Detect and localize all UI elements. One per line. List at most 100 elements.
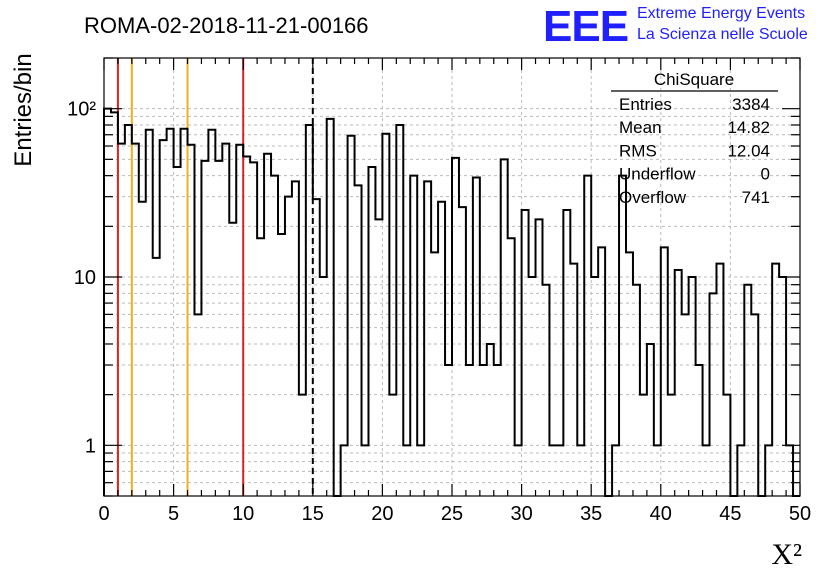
histogram-bin <box>584 176 591 496</box>
x-tick-labels: 0 5 10 15 20 25 30 35 40 45 50 <box>98 503 811 525</box>
histogram-bin <box>626 252 633 496</box>
histogram-series <box>103 107 800 497</box>
y-tick-label: 10 <box>74 267 96 289</box>
logo-line-2: La Scienza nelle Scuole <box>637 26 808 43</box>
histogram-bin <box>772 264 779 496</box>
histogram-bin <box>480 365 487 496</box>
stats-label: Overflow <box>619 188 687 207</box>
histogram-bin <box>508 238 515 496</box>
histogram-bin <box>313 199 320 496</box>
histogram-bin <box>424 181 431 496</box>
histogram-bin <box>132 144 139 496</box>
histogram-bin <box>459 207 466 496</box>
histogram-bin <box>723 395 730 496</box>
histogram-bin <box>577 445 584 496</box>
histogram-bin <box>494 365 501 496</box>
histogram-bin <box>355 185 362 496</box>
histogram-bin <box>250 162 257 496</box>
histogram-bin <box>661 247 668 496</box>
histogram-bin <box>689 277 696 496</box>
y-tick-labels: 1 10 10² <box>67 99 96 458</box>
histogram-bin <box>563 210 570 496</box>
histogram-bin <box>703 445 710 496</box>
histogram-bin <box>118 144 125 496</box>
histogram-bin <box>515 445 522 496</box>
histogram-bin <box>111 112 118 496</box>
histogram-bin <box>737 445 744 496</box>
histogram-bin <box>243 156 250 496</box>
eee-logo-mark: EEE <box>543 2 628 51</box>
histogram-bin <box>529 277 536 496</box>
x-tick-label: 10 <box>232 503 254 525</box>
histogram-bin <box>174 167 181 496</box>
histogram-bin <box>542 285 549 496</box>
y-axis-title: Entries/bin <box>10 53 37 166</box>
stats-value: 0 <box>761 165 770 184</box>
histogram-bin <box>445 365 452 496</box>
stats-value: 12.04 <box>727 141 770 160</box>
histogram-bin <box>716 264 723 496</box>
histogram-bin <box>181 129 188 496</box>
histogram-bin <box>466 365 473 496</box>
x-tick-label: 0 <box>98 503 109 525</box>
histogram-bin <box>710 293 717 496</box>
histogram-bin <box>696 365 703 496</box>
x-tick-label: 25 <box>441 503 463 525</box>
y-tick-label: 1 <box>85 435 96 457</box>
histogram-bin <box>320 277 327 496</box>
histogram-bin <box>452 158 459 496</box>
stats-value: 14.82 <box>727 118 770 137</box>
x-tick-label: 30 <box>510 503 532 525</box>
stats-value: 741 <box>742 188 770 207</box>
histogram-bin <box>348 136 355 496</box>
histogram-bin <box>640 395 647 496</box>
histogram-bin <box>431 252 438 496</box>
histogram-bin <box>403 445 410 496</box>
histogram-bin <box>188 145 195 496</box>
histogram-bin <box>654 445 661 496</box>
x-tick-label: 40 <box>650 503 672 525</box>
histogram-bin <box>382 134 389 496</box>
histogram-bin <box>139 202 146 496</box>
x-axis-title: X² <box>771 538 802 571</box>
logo-line-1: Extreme Energy Events <box>637 5 805 22</box>
x-tick-label: 45 <box>719 503 741 525</box>
histogram-bin <box>549 445 556 496</box>
histogram-bin <box>201 161 208 496</box>
histogram-bin <box>682 314 689 496</box>
histogram-bin <box>556 445 563 496</box>
histogram-bin <box>619 176 626 496</box>
chart-title: ROMA-02-2018-11-21-00166 <box>84 13 369 38</box>
histogram-bin <box>410 176 417 496</box>
x-tick-label: 50 <box>789 503 811 525</box>
stats-label: Entries <box>619 95 672 114</box>
histogram-bin <box>292 181 299 496</box>
histogram-bin <box>612 445 619 496</box>
y-tick-label: 10² <box>67 99 96 121</box>
histogram-bin <box>104 109 111 496</box>
histogram-bin <box>362 445 369 496</box>
x-tick-label: 35 <box>580 503 602 525</box>
histogram-bin <box>675 270 682 496</box>
histogram-bin <box>396 125 403 496</box>
histogram-bin <box>765 445 772 496</box>
histogram-bin <box>236 145 243 496</box>
x-tick-label: 5 <box>168 503 179 525</box>
axis-ticks <box>103 57 801 497</box>
histogram-bin <box>278 234 285 496</box>
histogram-bin <box>167 129 174 496</box>
histogram-bin <box>417 445 424 496</box>
histogram-line <box>103 107 800 497</box>
histogram-bin <box>487 344 494 496</box>
histogram-bin <box>257 238 264 496</box>
histogram-bin <box>285 197 292 496</box>
histogram-bin <box>591 277 598 496</box>
histogram-bin <box>306 125 313 496</box>
histogram-bin <box>271 176 278 496</box>
histogram-bin <box>668 395 675 496</box>
histogram-bin <box>208 130 215 496</box>
stats-label: Mean <box>619 118 662 137</box>
histogram-bin <box>153 258 160 496</box>
histogram-bin <box>368 167 375 496</box>
